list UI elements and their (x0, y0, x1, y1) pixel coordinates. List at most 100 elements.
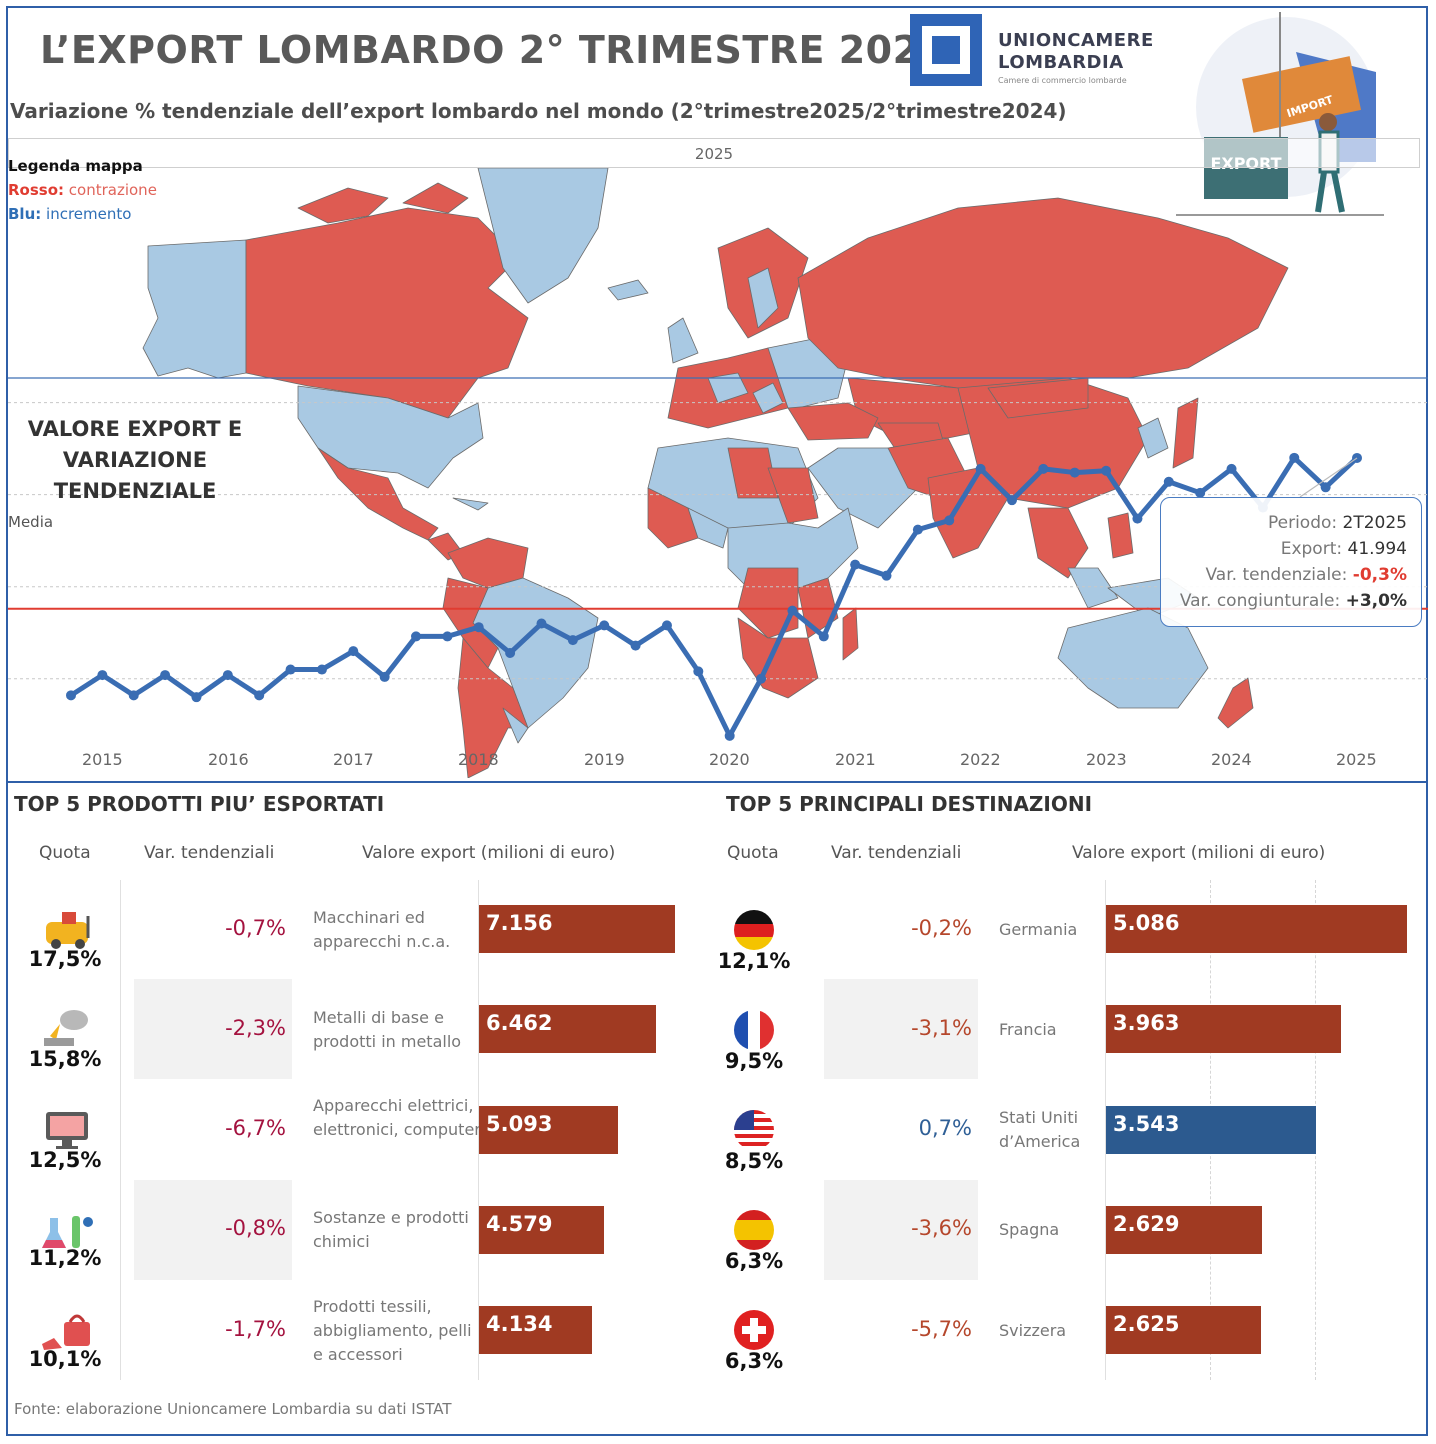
switzerland-flag-icon (734, 1310, 774, 1350)
logo-line-1: UNIONCAMERE (998, 30, 1154, 51)
dest-quota: 6,3% (724, 1349, 784, 1373)
map-argentina (457, 637, 529, 778)
data-point (1038, 463, 1049, 474)
value-bar: 6.462 (479, 1005, 656, 1054)
product-var: -0,8% (225, 1216, 286, 1240)
x-tick-label: 2021 (835, 750, 876, 769)
data-point (661, 620, 672, 631)
value-bar: 5.093 (479, 1105, 619, 1154)
page-title: L’EXPORT LOMBARDO 2° TRIMESTRE 2025 (40, 28, 947, 72)
data-point (630, 640, 641, 651)
data-point (128, 690, 139, 701)
value-bar: 7.156 (479, 905, 675, 953)
value-bar: 4.134 (479, 1306, 593, 1355)
data-point (756, 673, 767, 684)
dest-var: 0,7% (918, 1116, 972, 1140)
data-point (222, 670, 233, 681)
dest-quota: 9,5% (724, 1049, 784, 1073)
germany-flag-icon (734, 910, 774, 950)
world-map (142, 168, 1289, 778)
legend-red: Rosso: contrazione (8, 181, 157, 199)
data-point (66, 690, 76, 701)
data-point (1195, 487, 1206, 498)
data-point (316, 664, 327, 675)
map-usa (297, 385, 484, 489)
map-canada (245, 207, 529, 419)
value-bar: 4.579 (479, 1205, 605, 1254)
logo-line-2: LOMBARDIA (998, 52, 1124, 73)
value-bar: 2.625 (1106, 1306, 1262, 1355)
data-point (1101, 465, 1112, 476)
products-col-var: Var. tendenziali (144, 843, 275, 863)
data-point (97, 670, 108, 681)
dest-col-var: Var. tendenziali (831, 843, 962, 863)
data-point (724, 730, 735, 741)
dest-name: Stati Uniti d’America (999, 1108, 1081, 1151)
x-tick-label: 2017 (333, 750, 374, 769)
data-point (599, 620, 610, 631)
x-tick-label: 2016 (208, 750, 249, 769)
product-var: -0,7% (225, 916, 286, 940)
page-frame (6, 6, 1428, 1436)
map-mexico (317, 447, 439, 541)
data-point (442, 631, 453, 642)
dest-var: -5,7% (911, 1317, 972, 1341)
data-point (536, 618, 547, 629)
product-quota: 17,5% (28, 947, 102, 971)
data-point (912, 524, 923, 535)
axis-line (478, 880, 479, 1380)
dest-name: Svizzera (999, 1321, 1067, 1340)
dest-quota: 6,3% (724, 1249, 784, 1273)
products-col-value: Valore export (milioni di euro) (362, 843, 616, 863)
dest-quota: 12,1% (717, 949, 791, 973)
dest-var: -3,1% (911, 1016, 972, 1040)
dest-var: -0,2% (911, 916, 972, 940)
x-tick-label: 2023 (1086, 750, 1127, 769)
logo-line-3: Camere di commercio lombarde (998, 76, 1127, 85)
dest-name: Francia (999, 1020, 1057, 1039)
value-bar: 5.086 (1106, 905, 1407, 953)
row-shade (134, 979, 292, 1079)
row-shade (824, 979, 978, 1079)
data-point (411, 631, 422, 642)
data-point (254, 690, 265, 701)
chemicals-icon (42, 1216, 93, 1248)
row-shade (824, 1180, 978, 1280)
logo-square-icon (910, 14, 982, 86)
x-tick-label: 2019 (584, 750, 625, 769)
mean-label: Media (8, 513, 54, 531)
source-note: Fonte: elaborazione Unioncamere Lombardi… (14, 1400, 452, 1418)
map-russia (797, 197, 1289, 389)
row-shade (134, 1180, 292, 1280)
dest-name: Germania (999, 920, 1078, 939)
product-name: Sostanze e prodotti chimici (313, 1208, 469, 1251)
export-series-line (69, 455, 1359, 739)
data-point (473, 622, 484, 633)
value-bar: 3.543 (1106, 1105, 1316, 1154)
metal-pouring-icon (44, 1010, 88, 1046)
data-point (787, 605, 798, 616)
data-point (1069, 467, 1080, 478)
axis-line (1105, 880, 1106, 1380)
data-point (160, 670, 171, 681)
map-legend: Legenda mappa Rosso: contrazione Blu: in… (8, 154, 157, 226)
data-point (1226, 463, 1237, 474)
handbag-shoe-icon (42, 1314, 90, 1350)
computer-icon (46, 1112, 88, 1149)
data-point (191, 692, 202, 703)
year-filter[interactable]: 2025 (8, 138, 1420, 168)
axis-line (120, 880, 121, 1380)
x-tick-label: 2024 (1211, 750, 1252, 769)
data-point (944, 515, 955, 526)
product-name: Apparecchi elettrici, elettronici, compu… (313, 1096, 481, 1139)
spain-flag-icon (734, 1210, 774, 1250)
product-quota: 11,2% (28, 1246, 102, 1270)
unioncamere-logo: UNIONCAMERE LOMBARDIA Camere di commerci… (910, 14, 1160, 90)
data-point (348, 646, 359, 657)
destinations-title: TOP 5 PRINCIPALI DESTINAZIONI (726, 792, 1093, 816)
export-line-chart (8, 377, 1428, 741)
product-name: Macchinari ed apparecchi n.c.a. (313, 908, 451, 951)
dest-col-value: Valore export (milioni di euro) (1072, 843, 1326, 863)
dest-quota: 8,5% (724, 1149, 784, 1173)
data-point (1163, 476, 1174, 487)
